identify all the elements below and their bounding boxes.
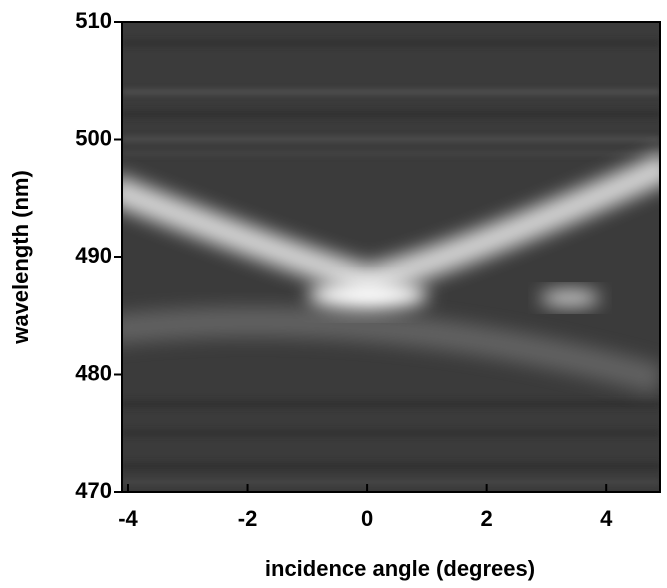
x-tick-label: 0 — [361, 506, 373, 531]
heatmap-image — [122, 22, 660, 492]
y-tick-label: 490 — [75, 243, 112, 268]
y-axis-title: wavelength (nm) — [8, 170, 33, 345]
x-tick-label: -4 — [118, 506, 138, 531]
y-tick-label: 470 — [75, 478, 112, 503]
y-tick-label: 500 — [75, 125, 112, 150]
y-tick-label: 480 — [75, 360, 112, 385]
x-tick-label: 2 — [481, 506, 493, 531]
y-tick-label: 510 — [75, 8, 112, 33]
x-tick-label: -2 — [238, 506, 258, 531]
x-tick-label: 4 — [600, 506, 613, 531]
x-axis-title: incidence angle (degrees) — [265, 556, 535, 581]
